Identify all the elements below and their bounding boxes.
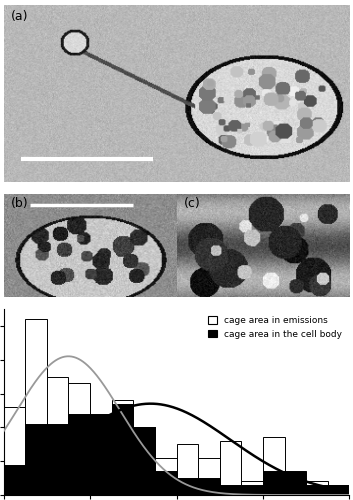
Bar	[220, 441, 241, 495]
Bar	[4, 464, 25, 495]
Text: (a): (a)	[11, 10, 28, 24]
Bar	[68, 384, 90, 495]
Bar	[241, 485, 263, 495]
Bar	[25, 319, 47, 495]
Bar	[263, 472, 285, 495]
Bar	[176, 478, 198, 495]
Bar	[285, 478, 306, 495]
Bar	[241, 482, 263, 495]
Legend: cage area in emissions, cage area in the cell body: cage area in emissions, cage area in the…	[205, 314, 345, 342]
Bar	[306, 482, 328, 495]
Bar	[198, 458, 220, 495]
Bar	[47, 424, 68, 495]
Bar	[90, 430, 112, 495]
Bar	[198, 478, 220, 495]
Text: (b): (b)	[11, 197, 28, 210]
Bar	[328, 485, 349, 495]
Bar	[220, 485, 241, 495]
Bar	[263, 438, 285, 495]
Bar	[306, 485, 328, 495]
Bar	[285, 472, 306, 495]
Bar	[4, 407, 25, 495]
Bar	[155, 472, 176, 495]
Bar	[90, 414, 112, 495]
Bar	[68, 414, 90, 495]
Bar	[328, 485, 349, 495]
Bar	[133, 428, 155, 495]
Bar	[112, 400, 133, 495]
Bar	[133, 428, 155, 495]
Text: (c): (c)	[184, 197, 201, 210]
Bar	[155, 458, 176, 495]
Bar	[176, 444, 198, 495]
Bar	[47, 376, 68, 495]
Bar	[112, 404, 133, 495]
Bar	[25, 424, 47, 495]
